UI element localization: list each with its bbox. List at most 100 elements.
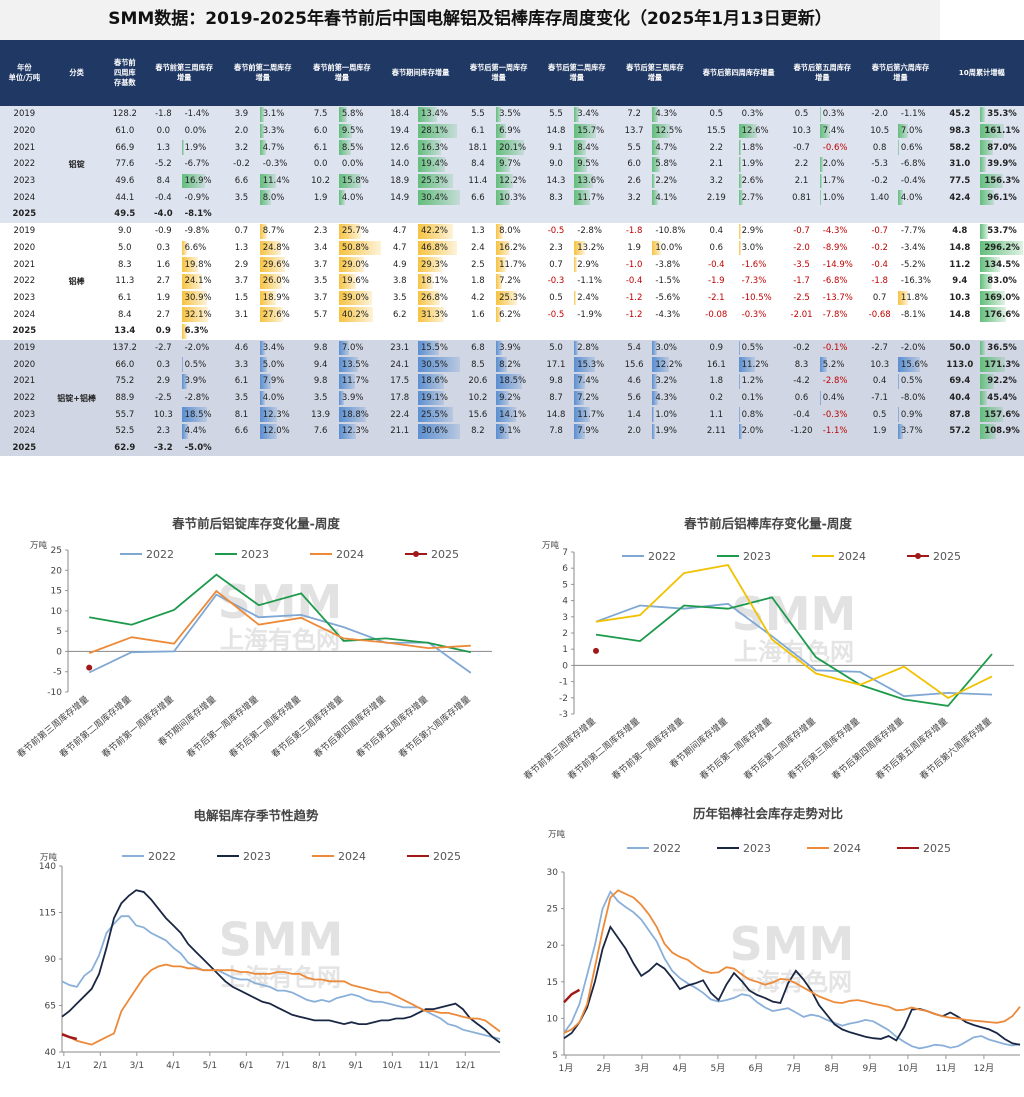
value-cell: 15.7% <box>574 122 616 140</box>
cell-text: 8.4 <box>118 309 132 320</box>
value-cell: 6.6 <box>223 172 260 190</box>
value-cell: 42.2% <box>418 222 460 240</box>
value-cell: 6.0 <box>615 156 653 173</box>
cell-text: 7.8 <box>549 426 563 437</box>
value-cell <box>652 322 694 340</box>
cell-text: 134.5% <box>984 259 1020 270</box>
value-cell: 15.6 <box>615 356 653 373</box>
value-cell: 108.9% <box>980 423 1024 440</box>
cell-text: 18.8% <box>341 409 369 420</box>
year-cell: 2021 <box>0 256 49 273</box>
value-cell: 1.9% <box>738 156 784 173</box>
cell-text: -2.8% <box>577 226 602 237</box>
value-cell: 29.3% <box>418 256 460 273</box>
value-cell: 2.3 <box>302 222 339 240</box>
cell-text: 2.6% <box>741 176 764 187</box>
value-cell: -3.5 <box>783 256 820 273</box>
value-cell: 11.7% <box>338 373 382 390</box>
value-cell <box>302 206 339 223</box>
value-cell: -0.2 <box>783 339 820 357</box>
cell-text: -7.1 <box>871 393 888 404</box>
cell-text: -8.1% <box>184 209 212 220</box>
value-cell <box>980 322 1024 340</box>
value-cell: 2.7% <box>738 189 784 207</box>
cell-text: -9.8% <box>184 226 210 237</box>
cell-text: -0.7 <box>871 226 888 237</box>
data-bar <box>574 340 579 356</box>
cell-text: 113.0 <box>946 359 974 370</box>
value-cell: 14.8 <box>939 239 981 257</box>
cell-text: 1.0% <box>822 192 845 203</box>
value-cell: 9.4 <box>939 272 981 290</box>
cell-text: 12.2% <box>655 359 683 370</box>
value-cell: 169.0% <box>980 289 1024 307</box>
cell-text: 6.2% <box>499 309 521 320</box>
value-cell: 8.0% <box>496 222 538 240</box>
cell-text: 2.0 <box>234 126 249 137</box>
cell-text: -1.0 <box>625 259 643 270</box>
value-cell: -0.4 <box>861 256 898 273</box>
value-cell <box>939 206 981 223</box>
year-cell: 2023 <box>0 406 49 424</box>
value-cell: -0.4 <box>615 272 653 290</box>
cell-text: 31.3% <box>421 309 449 320</box>
x-tick-label: 12/1 <box>455 1061 475 1071</box>
value-cell: -2.5 <box>145 389 182 407</box>
data-bar <box>259 107 265 122</box>
cell-text: 2.9 <box>234 259 249 270</box>
cell-text: 157.6% <box>984 409 1020 420</box>
cell-text: 4.7 <box>392 242 407 253</box>
value-cell: 5.5 <box>459 106 497 123</box>
cell-text: 10.3% <box>499 192 527 203</box>
value-cell: 8.7% <box>259 222 303 240</box>
data-bar <box>897 290 908 306</box>
cell-text: -8.0% <box>900 393 926 404</box>
cell-text: 6.1 <box>118 292 132 303</box>
table-row: 2020 66.0 0.3 0.5% 3.3 5.0% 9.4 13.5% 24.1 30.5% 8… <box>0 356 1024 373</box>
cell-text: -1.4% <box>184 109 210 120</box>
value-cell: 14.9 <box>381 189 418 207</box>
cell-text: 1.40 <box>870 192 890 203</box>
value-cell: 40.2% <box>338 306 382 323</box>
year-cell: 2025 <box>0 206 49 223</box>
x-tick-label: 12月 <box>974 1063 994 1074</box>
value-cell: 18.6% <box>418 373 460 390</box>
cell-text: -2.0 <box>871 109 888 120</box>
x-tick-label: 2/1 <box>93 1061 107 1071</box>
cell-text: 0.0 <box>156 126 171 137</box>
value-cell: 83.0% <box>980 272 1024 290</box>
value-cell: 0.9% <box>897 406 940 424</box>
value-cell: 14.8 <box>537 406 575 424</box>
value-cell: 35.3% <box>980 106 1024 123</box>
cell-text: -0.2 <box>871 176 888 187</box>
value-cell: 9.0 <box>104 222 146 240</box>
x-tick-label: 1月 <box>559 1063 574 1074</box>
cell-text: 5.7 <box>313 309 328 320</box>
value-cell: 19.4% <box>418 156 460 173</box>
value-cell: 36.5% <box>980 339 1024 357</box>
cell-text: -1.5% <box>655 276 681 287</box>
cell-text: -0.4 <box>708 259 725 270</box>
cell-text: 1.5 <box>234 292 249 303</box>
value-cell: 7.0% <box>897 122 940 140</box>
data-bar <box>652 374 657 389</box>
value-cell: 32.1% <box>181 306 224 323</box>
data-bar <box>574 173 594 189</box>
cell-text: 2.19 <box>706 192 726 203</box>
data-bar <box>897 123 908 139</box>
x-tick-label: 7/1 <box>276 1061 290 1071</box>
cell-text: 4.7 <box>392 226 407 237</box>
value-cell: -1.20 <box>783 423 820 440</box>
cell-text: 6.6 <box>234 176 249 187</box>
cell-text: 12.6 <box>390 142 410 153</box>
cell-text: 0.4 <box>709 226 724 237</box>
data-bar <box>652 424 655 439</box>
cell-text: 11.2% <box>741 359 769 370</box>
value-cell: 3.4 <box>302 239 339 257</box>
data-bar <box>819 190 822 206</box>
cell-text: -2.1 <box>708 292 725 303</box>
value-cell: 46.8% <box>418 239 460 257</box>
watermark-logo: SMM <box>730 917 855 971</box>
cell-text: 62.9 <box>114 443 136 454</box>
